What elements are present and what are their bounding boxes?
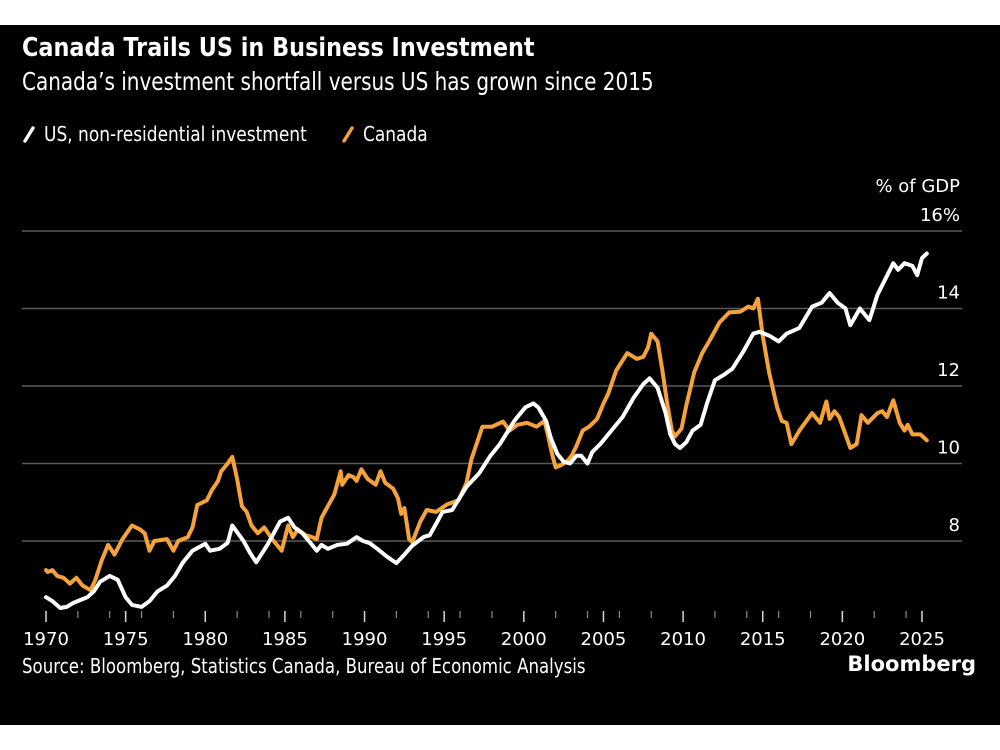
- legend-label-canada: Canada: [363, 122, 428, 146]
- x-tick-label: 2010: [660, 629, 706, 650]
- bloomberg-logo: Bloomberg: [847, 652, 976, 676]
- y-tick-label: 16%: [920, 205, 960, 226]
- gridlines: [22, 230, 962, 542]
- series-line-us: [44, 251, 929, 610]
- x-tick-label: 1985: [262, 629, 308, 650]
- legend-item-canada: Canada: [341, 122, 439, 146]
- y-tick-label: 10: [937, 438, 960, 459]
- x-tick-label: 2020: [819, 629, 865, 650]
- x-tick-label: 2015: [740, 629, 786, 650]
- x-tick-label: 2005: [581, 629, 627, 650]
- x-tick-label: 1980: [182, 629, 228, 650]
- legend-item-us: US, non-residential investment: [22, 122, 353, 146]
- slash-line-icon: [23, 126, 35, 143]
- slash-line-icon: [342, 126, 354, 143]
- source-note: Source: Bloomberg, Statistics Canada, Bu…: [22, 654, 586, 678]
- chart-subtitle: Canada’s investment shortfall versus US …: [22, 67, 654, 96]
- series-line-canada: [44, 296, 929, 593]
- y-tick-label: 8: [949, 515, 960, 536]
- x-tick-label: 1995: [421, 629, 467, 650]
- series-layer: [44, 251, 929, 610]
- legend-label-us: US, non-residential investment: [44, 122, 307, 146]
- chart-title: Canada Trails US in Business Investment: [22, 33, 535, 63]
- y-tick-label: 14: [937, 283, 960, 304]
- legend: US, non-residential investment Canada: [22, 120, 457, 148]
- y-axis-unit-label: % of GDP: [875, 176, 960, 197]
- x-tick-label: 1990: [342, 629, 388, 650]
- x-tick-label: 1975: [103, 629, 149, 650]
- chart-panel: [0, 25, 1000, 725]
- x-tick-label: 2000: [501, 629, 547, 650]
- x-tick-label: 2025: [899, 629, 945, 650]
- x-tick-label: 1970: [23, 629, 69, 650]
- y-tick-label: 12: [937, 360, 960, 381]
- y-axis: % of GDP 8 10 12 14 16%: [875, 176, 960, 536]
- x-axis: 1970 1975 1980 1985 1990 1995 2000 2005 2010 2015…: [23, 611, 945, 650]
